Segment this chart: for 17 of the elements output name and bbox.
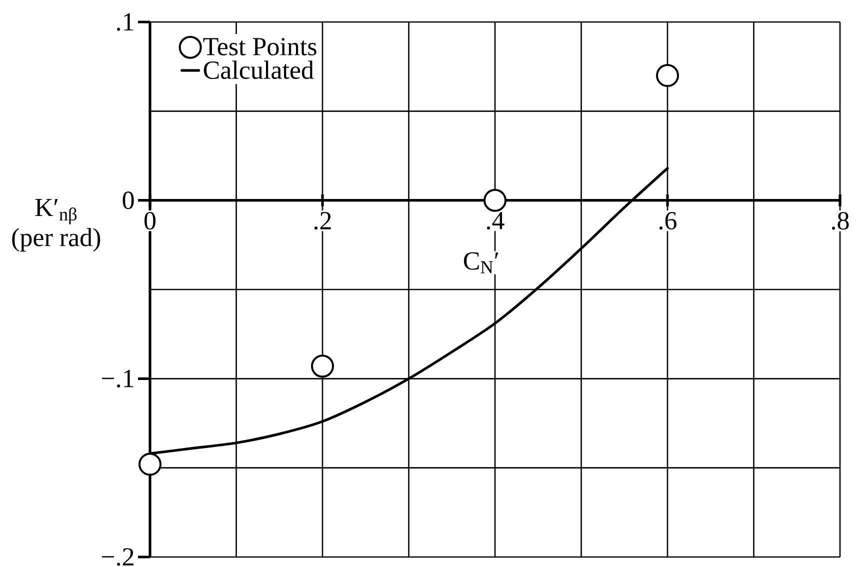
y-axis-title: K′$_{nβ}$ (per rad) bbox=[12, 199, 100, 252]
legend-label: Test Points bbox=[203, 38, 316, 56]
y-tick-label: 0 bbox=[122, 192, 134, 210]
point bbox=[484, 188, 506, 212]
legend-label: Calculated bbox=[204, 60, 314, 79]
x-tick-label: .4 bbox=[486, 212, 504, 230]
y-tick-label: −.2 bbox=[102, 548, 134, 566]
x-axis-title: C$_{N}$′ bbox=[464, 252, 498, 274]
y-tick-label: .1 bbox=[117, 13, 134, 31]
point bbox=[311, 354, 334, 378]
x-tick-label: .8 bbox=[832, 212, 849, 230]
point bbox=[656, 64, 679, 87]
y-tick-label: −.1 bbox=[102, 370, 134, 388]
x-tick-label: .2 bbox=[314, 212, 331, 230]
point bbox=[138, 452, 162, 476]
x-tick-label: 0 bbox=[144, 212, 156, 230]
x-tick-label: .6 bbox=[659, 212, 676, 230]
